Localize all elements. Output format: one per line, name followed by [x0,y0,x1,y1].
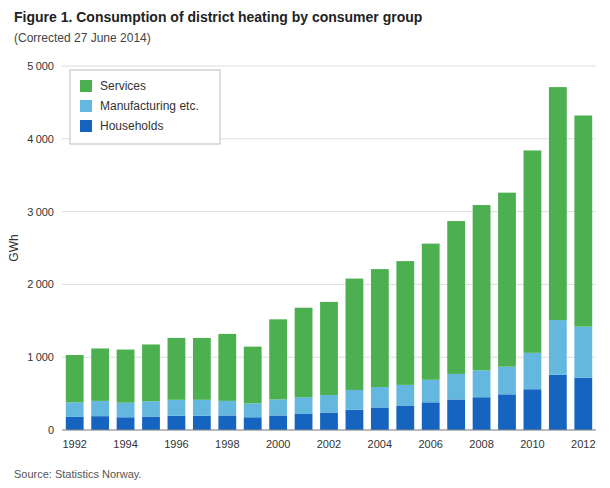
bar-segment [117,417,135,430]
y-axis: 0 1 000 2 000 3 000 4 000 5 000 [27,60,596,436]
bar-segment [168,416,186,430]
bar-segment [473,370,491,397]
bar-segment [117,350,135,403]
bar-segment [295,308,313,398]
source: Source: Statistics Norway. [14,468,142,480]
x-tick-label: 2006 [418,438,442,450]
y-tick-label: 2 000 [27,278,54,290]
bar-segment [295,414,313,430]
x-tick-label: 2002 [317,438,341,450]
bar-segment [574,378,592,430]
bar-segment [193,416,211,430]
bar-segment [320,302,338,395]
bar-segment [142,401,160,416]
bar-segment [447,374,465,399]
bar-segment [447,221,465,374]
y-tick-label: 0 [48,424,54,436]
bar-segment [498,394,516,430]
bar-segment [218,334,236,401]
bar-segment [422,244,440,380]
bar-segment [447,399,465,430]
bar-segment [396,406,414,430]
bar-segment [320,413,338,430]
legend-swatch [80,100,92,112]
bar-segment [346,410,364,430]
bar-segment [91,401,109,416]
bar-segment [117,403,135,418]
bar-segment [66,402,84,417]
x-tick-label: 2000 [266,438,290,450]
bar-segment [473,397,491,430]
bar-segment [346,390,364,410]
bar-segment [269,319,287,399]
x-tick-label: 2012 [571,438,595,450]
y-tick-label: 3 000 [27,206,54,218]
bar-segment [269,415,287,430]
bar-segment [549,375,567,430]
bar-segment [91,416,109,430]
bar-segment [371,387,389,407]
x-tick-label: 1992 [62,438,86,450]
y-axis-label: GWh [7,234,21,261]
bar-segment [524,353,542,389]
bar-segment [396,385,414,406]
x-tick-label: 1994 [113,438,137,450]
legend-box [70,70,220,144]
title: Figure 1. Consumption of district heatin… [14,9,422,25]
bar-segment [396,261,414,385]
chart: Figure 1. Consumption of district heatin… [0,0,610,488]
legend-swatch [80,120,92,132]
bar-segment [574,327,592,378]
subtitle: (Corrected 27 June 2014) [14,31,151,45]
background [0,0,610,488]
legend-label: Manufacturing etc. [100,99,199,113]
bar-segment [218,415,236,430]
grid-line [62,430,596,431]
bar-segment [142,344,160,401]
grid-line [62,66,596,67]
bar-segment [371,269,389,387]
bar-segment [244,403,262,417]
bar-segment [524,389,542,430]
bar-segment [295,397,313,414]
bar-segment [422,380,440,403]
y-tick-label: 4 000 [27,133,54,145]
bar-segment [346,279,364,390]
bar-segment [574,116,592,327]
bar-segment [549,320,567,375]
bar-segment [168,338,186,400]
bar-segment [218,401,236,416]
legend-swatch [80,80,92,92]
bar-segment [498,367,516,395]
bar-segment [66,417,84,430]
x-axis-line [62,430,596,431]
x-tick-label: 2008 [469,438,493,450]
legend-label: Households [100,119,163,133]
bar-segment [193,338,211,400]
bar-segment [524,150,542,352]
bar-segment [422,402,440,430]
x-tick-label: 2004 [368,438,392,450]
bar-segment [473,205,491,370]
bar-segment [244,417,262,430]
y-tick-label: 1 000 [27,351,54,363]
bar-segment [371,407,389,430]
legend-label: Services [100,79,146,93]
bar-segment [244,347,262,404]
bar-segment [498,193,516,367]
bar-segment [549,87,567,320]
bar-segment [193,400,211,416]
y-tick-label: 5 000 [27,60,54,72]
bar-segment [91,348,109,400]
x-tick-label: 1996 [164,438,188,450]
bar-segment [142,417,160,430]
bar-segment [269,399,287,415]
bar-segment [66,355,84,402]
x-tick-label: 2010 [520,438,544,450]
bar-segment [320,395,338,412]
x-tick-label: 1998 [215,438,239,450]
bar-segment [168,400,186,416]
legend: Services Manufacturing etc. Households [70,70,220,144]
x-axis: 1992 1994 1996 1998 2000 2002 2004 2006 2008 2010… [62,438,595,450]
